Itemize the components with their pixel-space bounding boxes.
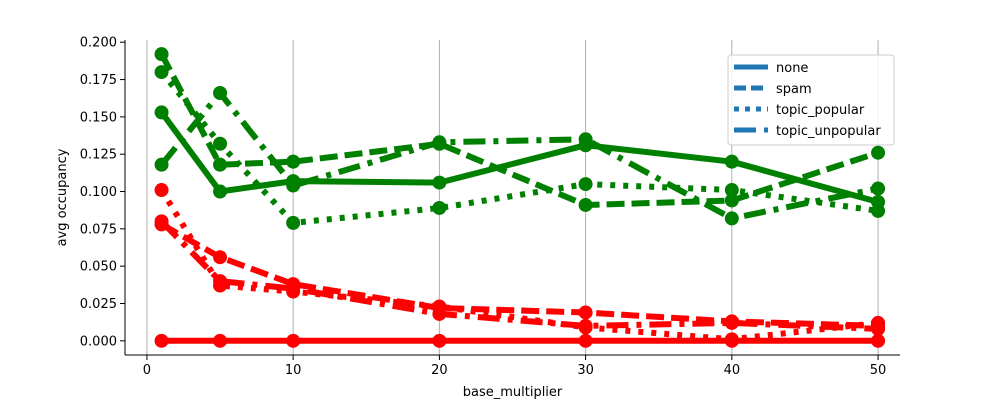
data-point xyxy=(871,203,886,218)
series-none-red xyxy=(154,333,886,348)
data-point xyxy=(724,315,739,330)
data-point xyxy=(578,177,593,192)
data-point xyxy=(432,135,447,150)
data-point xyxy=(213,184,228,199)
data-point xyxy=(213,274,228,289)
data-point xyxy=(432,200,447,215)
data-point xyxy=(154,157,169,172)
data-point xyxy=(871,145,886,160)
data-point xyxy=(286,215,301,230)
y-tick-label: 0.125 xyxy=(80,148,117,163)
data-point xyxy=(724,183,739,198)
data-point xyxy=(213,333,228,348)
data-point xyxy=(578,318,593,333)
data-point xyxy=(154,47,169,62)
y-tick-label: 0.200 xyxy=(80,36,117,51)
y-tick-label: 0.050 xyxy=(80,260,117,275)
y-ticks: 0.000 0.025 0.050 0.075 0.100 0.125 0.150 0.175… xyxy=(80,36,125,349)
x-tick-label: 30 xyxy=(577,363,594,378)
x-tick-label: 50 xyxy=(870,363,887,378)
data-point xyxy=(871,181,886,196)
legend-label: spam xyxy=(776,82,812,97)
data-point xyxy=(871,333,886,348)
series-line xyxy=(160,221,879,329)
data-point xyxy=(724,332,739,347)
x-tick-label: 0 xyxy=(143,363,151,378)
data-point xyxy=(213,85,228,100)
data-point xyxy=(154,105,169,120)
legend-label: topic_popular xyxy=(776,103,865,118)
y-tick-label: 0.175 xyxy=(80,73,117,88)
x-axis-label: base_multiplier xyxy=(463,385,563,400)
y-tick-label: 0.075 xyxy=(80,222,117,237)
data-point xyxy=(213,136,228,151)
axes xyxy=(124,40,900,356)
data-point xyxy=(432,306,447,321)
series-topic_unpopular-red xyxy=(154,214,886,336)
series-line xyxy=(159,219,879,332)
x-tick-label: 40 xyxy=(724,363,741,378)
y-tick-label: 0.000 xyxy=(80,334,117,349)
data-point xyxy=(213,250,228,265)
legend-label: topic_unpopular xyxy=(776,124,881,139)
series-line xyxy=(159,188,879,343)
series-layer xyxy=(154,47,886,348)
y-tick-label: 0.150 xyxy=(80,110,117,125)
data-point xyxy=(286,178,301,193)
data-point xyxy=(724,154,739,169)
legend: none spam topic_popular topic_unpopular xyxy=(727,54,895,146)
series-spam-red xyxy=(154,217,886,333)
x-tick-label: 20 xyxy=(431,363,448,378)
x-tick-label: 10 xyxy=(285,363,302,378)
data-point xyxy=(432,333,447,348)
data-point xyxy=(578,305,593,320)
data-point xyxy=(154,65,169,80)
data-point xyxy=(154,214,169,229)
legend-label: none xyxy=(776,61,808,76)
y-tick-label: 0.100 xyxy=(80,185,117,200)
data-point xyxy=(286,154,301,169)
series-topic_popular-green xyxy=(154,65,886,230)
data-point xyxy=(213,157,228,172)
data-point xyxy=(286,281,301,296)
data-point xyxy=(578,197,593,212)
data-point xyxy=(286,333,301,348)
data-point xyxy=(871,321,886,336)
series-topic_unpopular-green xyxy=(154,85,886,226)
data-point xyxy=(578,333,593,348)
y-axis-label: avg occupancy xyxy=(55,148,70,246)
data-point xyxy=(724,193,739,208)
data-point xyxy=(578,132,593,147)
data-point xyxy=(724,211,739,226)
y-tick-label: 0.025 xyxy=(80,297,117,312)
legend-box xyxy=(727,54,895,146)
data-point xyxy=(154,333,169,348)
data-point xyxy=(432,175,447,190)
data-point xyxy=(154,183,169,198)
x-ticks: 0 10 20 30 40 50 xyxy=(143,355,887,378)
